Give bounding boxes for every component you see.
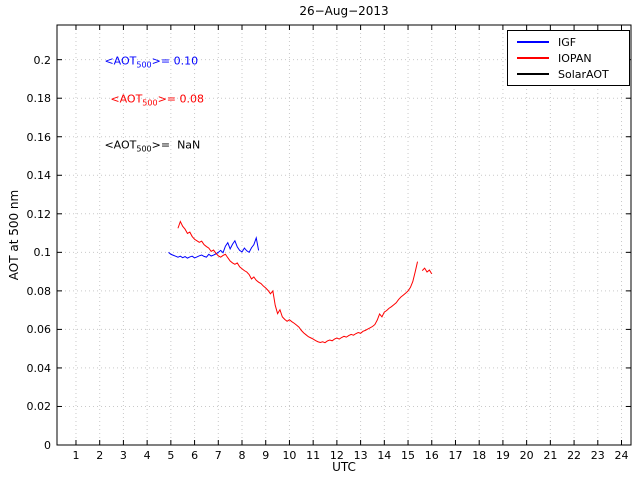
y-tick-label: 0.16: [26, 130, 52, 144]
y-tick-label: 0.02: [26, 400, 52, 414]
legend-line-sample-igf: [517, 41, 549, 43]
x-tick-label: 14: [377, 449, 392, 462]
annotation-text: <AOT: [104, 54, 137, 67]
y-tick-label: 0.12: [26, 207, 52, 221]
annotation-solaraot-mean: <AOT500>= NaN: [104, 139, 200, 154]
legend-item-iopan: IOPAN: [508, 50, 629, 66]
axes-box: [56, 24, 632, 446]
x-tick-label: 1: [72, 449, 80, 462]
annotation-subscript: 500: [142, 98, 158, 108]
x-tick-label: 4: [143, 449, 151, 462]
x-tick-label: 11: [306, 449, 321, 462]
x-tick-label: 12: [329, 449, 344, 462]
y-tick-label: 0.04: [26, 361, 52, 375]
chart-title: 26−Aug−2013: [299, 4, 389, 18]
x-tick-label: 19: [495, 449, 510, 462]
x-tick-label: 17: [448, 449, 463, 462]
annotation-igf-mean: <AOT500>= 0.10: [104, 54, 198, 69]
annotation-text: >= NaN: [151, 138, 201, 152]
x-tick-label: 21: [543, 449, 558, 462]
legend: IGF IOPAN SolarAOT: [507, 30, 630, 86]
legend-label: IOPAN: [558, 51, 592, 65]
x-tick-label: 15: [401, 449, 416, 462]
x-tick-label: 16: [424, 449, 439, 462]
y-tick-label: 0.1: [33, 246, 52, 260]
x-tick-label: 23: [590, 449, 605, 462]
annotation-text: >= 0.10: [151, 54, 199, 67]
y-tick-label: 0.18: [26, 92, 52, 106]
x-tick-label: 2: [96, 449, 104, 462]
plot-background: [57, 25, 631, 445]
x-tick-label: 22: [567, 449, 582, 462]
x-tick-label: 8: [238, 449, 246, 462]
x-tick-label: 6: [191, 449, 199, 462]
y-axis-label: AOT at 500 nm: [7, 189, 21, 281]
annotation-iopan-mean: <AOT500>= 0.08: [110, 93, 204, 108]
y-tick-label: 0.2: [33, 53, 52, 67]
x-tick-label: 24: [614, 449, 629, 462]
x-tick-label: 20: [519, 449, 534, 462]
x-tick-label: 13: [353, 449, 368, 462]
legend-line-sample-iopan: [517, 57, 549, 59]
series-line-igf: [168, 235, 260, 259]
legend-label: IGF: [558, 35, 577, 49]
x-tick-label: 18: [472, 449, 487, 462]
legend-label: SolarAOT: [558, 67, 609, 81]
annotation-text: >= 0.08: [157, 92, 205, 106]
annotation-subscript: 500: [136, 144, 152, 154]
x-tick-label: 10: [282, 449, 297, 462]
x-tick-label: 7: [214, 449, 222, 462]
x-tick-label: 9: [262, 449, 270, 462]
y-tick-label: 0.08: [26, 284, 52, 298]
y-tick-label: 0: [44, 439, 51, 452]
x-axis-label: UTC: [332, 460, 356, 474]
x-tick-label: 3: [119, 449, 127, 462]
annotation-subscript: 500: [136, 60, 152, 70]
annotation-text: <AOT: [104, 138, 137, 152]
y-tick-label: 0.14: [26, 169, 52, 183]
legend-item-solaraot: SolarAOT: [508, 66, 629, 82]
annotation-text: <AOT: [110, 92, 143, 106]
series-line-iopan: [177, 220, 433, 344]
legend-item-igf: IGF: [508, 34, 629, 50]
x-tick-label: 5: [167, 449, 175, 462]
y-tick-label: 0.06: [26, 323, 52, 337]
legend-line-sample-solaraot: [517, 73, 549, 75]
